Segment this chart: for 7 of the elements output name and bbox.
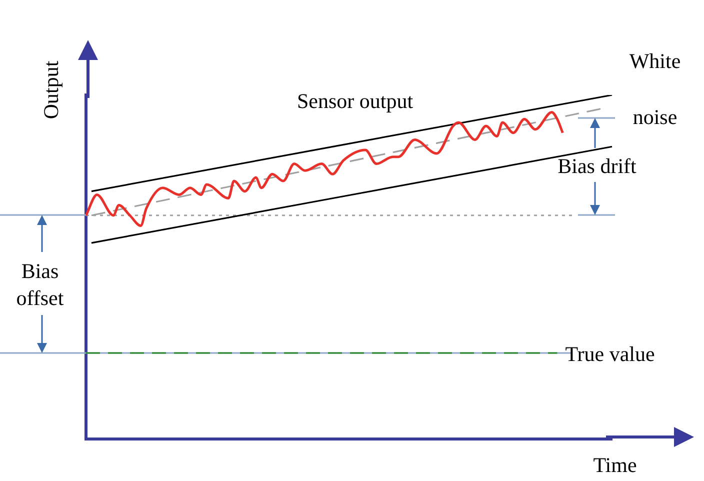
series-label: True value <box>565 342 655 366</box>
annotation: Bias drift <box>558 154 637 178</box>
text: White noise <box>629 49 681 129</box>
x-axis-title: Time <box>593 453 637 477</box>
y-axis-title: Output <box>39 60 63 120</box>
text: Bias offset <box>16 259 64 310</box>
series-label: Sensor output <box>296 89 414 113</box>
